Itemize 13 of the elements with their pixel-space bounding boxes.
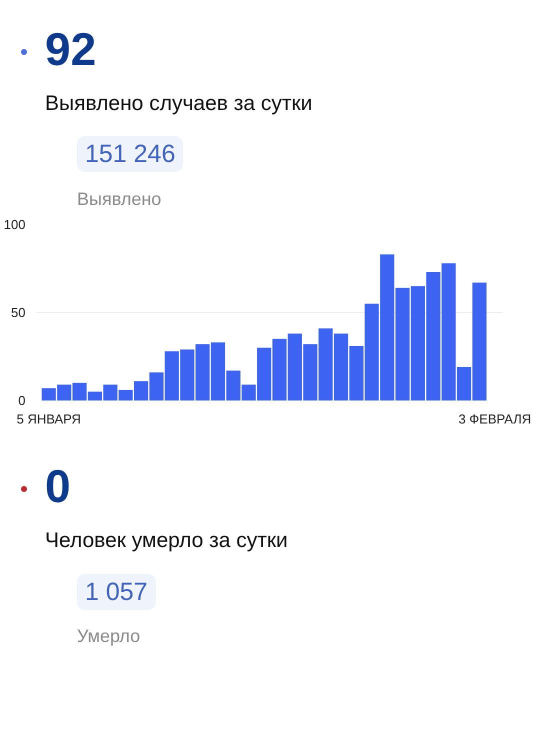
y-tick-label: 0 <box>18 393 26 408</box>
text: Умерло <box>77 626 140 647</box>
x-tick-label: 5 ЯНВАРЯ <box>16 412 81 427</box>
text: 151 246 <box>77 136 184 172</box>
text: Выявлено <box>77 188 162 210</box>
text: 92 <box>45 23 96 76</box>
x-tick-label: 3 ФЕВРАЛЯ <box>458 412 532 427</box>
text: Выявлено случаев за сутки <box>45 92 312 116</box>
text: 1 057 <box>77 574 156 610</box>
text: Человек умерло за сутки <box>45 529 288 554</box>
y-tick-label: 50 <box>11 305 26 320</box>
y-tick-label: 100 <box>4 217 26 232</box>
text: 0 <box>45 460 71 514</box>
